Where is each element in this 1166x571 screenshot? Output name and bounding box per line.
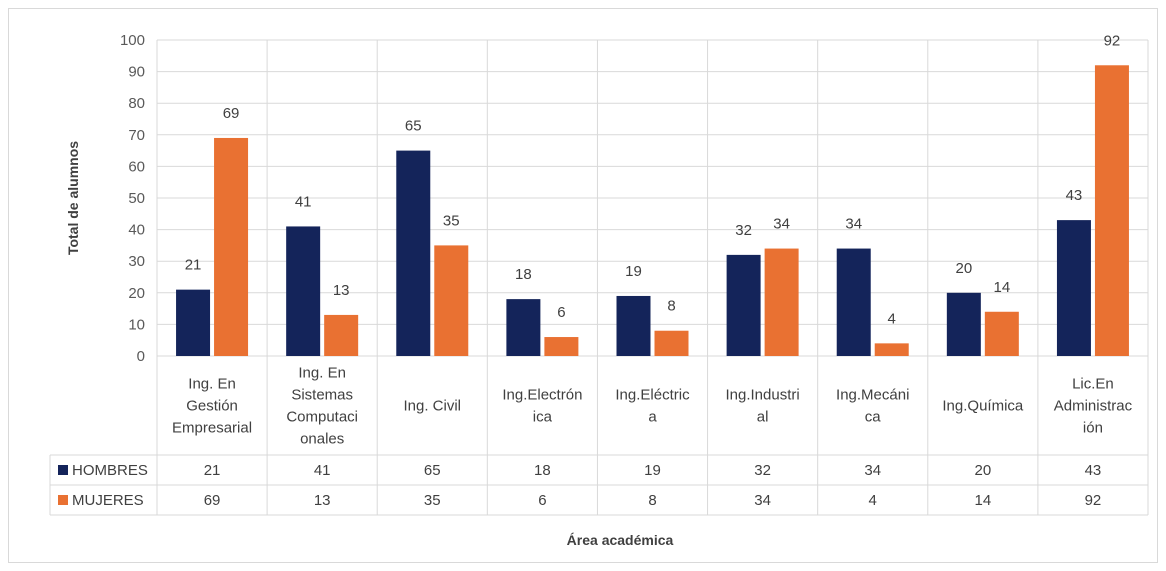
data-label-mujeres: 14 [993, 279, 1010, 296]
y-tick-label: 0 [137, 348, 145, 365]
table-cell-mujeres: 4 [869, 492, 877, 509]
category-label: Ing.Industri [726, 387, 800, 404]
table-cell-hombres: 65 [424, 462, 441, 479]
bar-mujeres [434, 245, 469, 356]
category-label: Ing. Civil [404, 398, 462, 415]
bar-hombres [176, 289, 211, 356]
bar-hombres [836, 248, 871, 356]
y-tick-label: 50 [128, 190, 145, 207]
data-label-hombres: 32 [735, 222, 752, 239]
category-label: Empresarial [172, 420, 252, 437]
data-label-mujeres: 4 [888, 310, 896, 327]
table-cell-hombres: 43 [1085, 462, 1102, 479]
y-tick-label: 100 [120, 32, 145, 49]
category-label: a [648, 409, 657, 426]
bar-mujeres [544, 337, 579, 356]
bar-mujeres [1094, 65, 1129, 356]
data-label-mujeres: 34 [773, 216, 790, 233]
category-label: Lic.En [1072, 376, 1114, 393]
bar-mujeres [764, 248, 799, 356]
data-label-hombres: 21 [185, 257, 202, 274]
category-label: ica [533, 409, 553, 426]
y-tick-label: 70 [128, 127, 145, 144]
y-axis-title: Total de alumnos [65, 141, 81, 255]
data-label-hombres: 19 [625, 263, 642, 280]
category-label: Ing. En [298, 365, 346, 382]
category-label: Ing.Química [942, 398, 1024, 415]
legend-key-hombres [58, 465, 68, 475]
bar-hombres [946, 292, 981, 356]
bar-mujeres [324, 314, 359, 356]
table-cell-mujeres: 14 [974, 492, 991, 509]
table-cell-hombres: 19 [644, 462, 661, 479]
legend-key-mujeres [58, 495, 68, 505]
category-label: ión [1083, 420, 1103, 437]
legend-label-hombres: HOMBRES [72, 462, 148, 479]
table-cell-hombres: 32 [754, 462, 771, 479]
table-cell-mujeres: 92 [1085, 492, 1102, 509]
category-label: al [757, 409, 769, 426]
category-label: Ing.Mecáni [836, 387, 909, 404]
y-tick-label: 60 [128, 158, 145, 175]
data-label-mujeres: 6 [557, 304, 565, 321]
bar-hombres [1056, 220, 1091, 356]
y-tick-label: 90 [128, 64, 145, 81]
legend-label-mujeres: MUJERES [72, 492, 144, 509]
category-label: Sistemas [291, 387, 353, 404]
bar-hombres [616, 295, 651, 356]
data-label-hombres: 65 [405, 118, 422, 135]
table-cell-hombres: 21 [204, 462, 221, 479]
category-label: Administrac [1054, 398, 1133, 415]
data-label-hombres: 18 [515, 266, 532, 283]
data-label-hombres: 43 [1066, 187, 1083, 204]
data-label-hombres: 41 [295, 193, 312, 210]
bar-mujeres [654, 330, 689, 356]
y-tick-label: 30 [128, 253, 145, 270]
y-tick-label: 10 [128, 316, 145, 333]
table-cell-hombres: 34 [864, 462, 881, 479]
category-label: ca [865, 409, 882, 426]
data-label-mujeres: 35 [443, 212, 460, 229]
chart-frame [8, 8, 1158, 563]
data-label-mujeres: 92 [1104, 32, 1121, 49]
x-axis-title: Área académica [567, 532, 674, 548]
bar-mujeres [874, 343, 909, 356]
bar-hombres [506, 299, 541, 356]
data-label-hombres: 20 [955, 260, 972, 277]
category-label: Computaci [286, 409, 358, 426]
bar-mujeres [214, 137, 249, 356]
table-cell-mujeres: 13 [314, 492, 331, 509]
table-cell-hombres: 18 [534, 462, 551, 479]
table-cell-mujeres: 35 [424, 492, 441, 509]
category-label: Ing. En [188, 376, 236, 393]
table-cell-mujeres: 8 [648, 492, 656, 509]
table-cell-hombres: 41 [314, 462, 331, 479]
category-label: Ing.Electrón [502, 387, 582, 404]
data-label-hombres: 34 [845, 216, 862, 233]
bar-hombres [726, 254, 761, 356]
y-tick-label: 80 [128, 95, 145, 112]
category-label: onales [300, 431, 344, 448]
bar-hombres [396, 150, 431, 356]
table-cell-mujeres: 6 [538, 492, 546, 509]
table-cell-hombres: 20 [974, 462, 991, 479]
data-label-mujeres: 8 [667, 298, 675, 315]
bar-mujeres [984, 311, 1019, 356]
bar-hombres [286, 226, 321, 356]
data-label-mujeres: 13 [333, 282, 350, 299]
table-cell-mujeres: 69 [204, 492, 221, 509]
category-label: Gestión [186, 398, 238, 415]
data-label-mujeres: 69 [223, 105, 240, 122]
table-cell-mujeres: 34 [754, 492, 771, 509]
y-tick-label: 20 [128, 285, 145, 302]
category-label: Ing.Eléctric [615, 387, 690, 404]
y-tick-label: 40 [128, 222, 145, 239]
